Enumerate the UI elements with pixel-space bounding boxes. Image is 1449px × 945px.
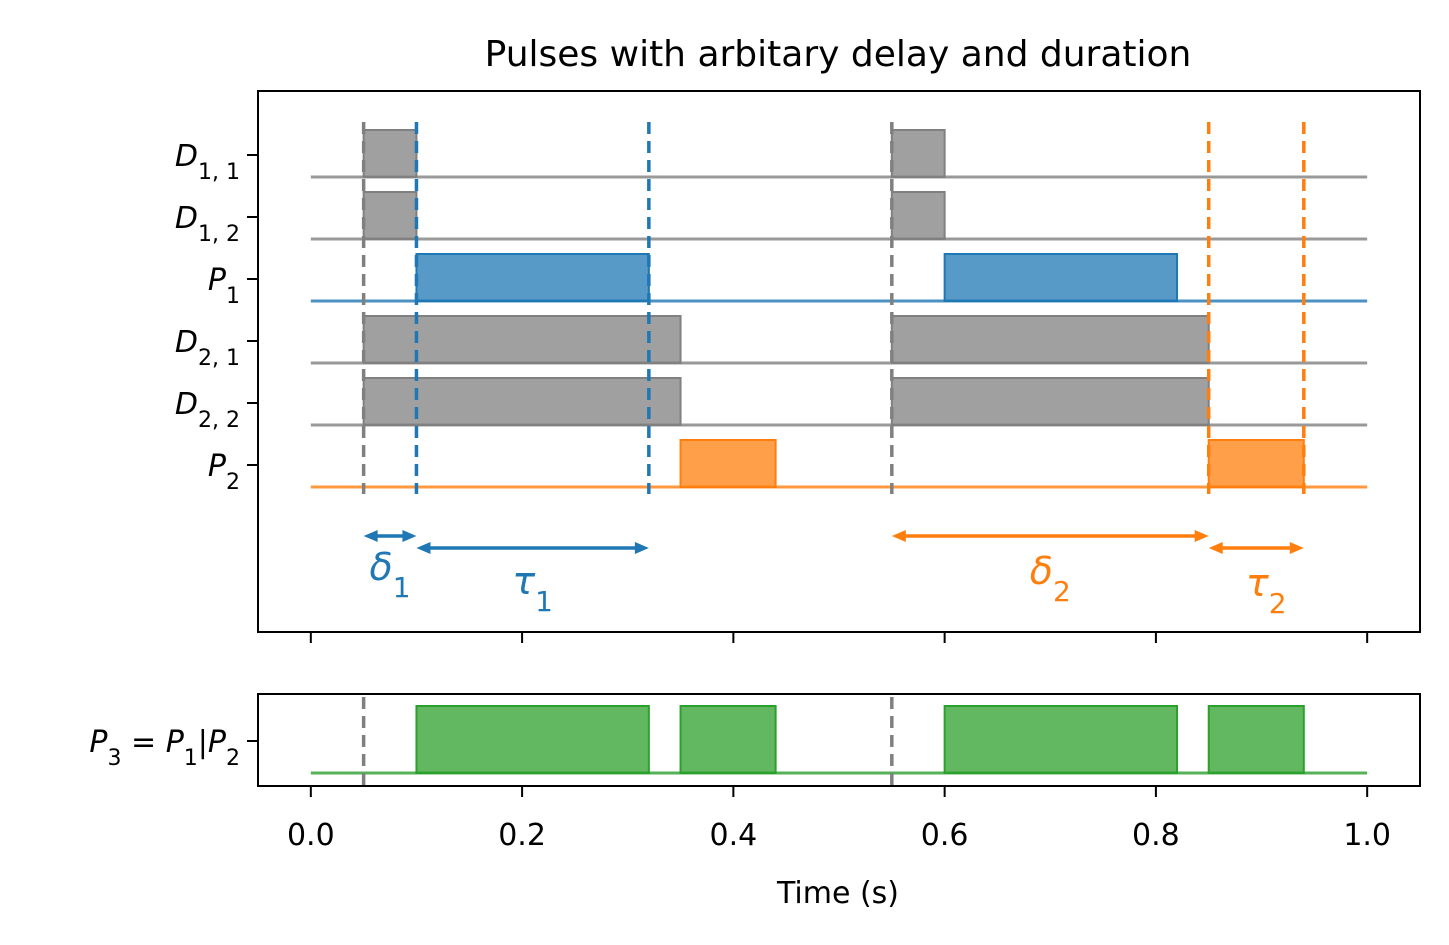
- pulse-0: [415, 253, 650, 302]
- y-tick-label: D1, 1: [175, 139, 240, 185]
- y-tick-label: D2, 2: [175, 387, 240, 433]
- pulse-2: [943, 705, 1179, 774]
- annotation-arrow-0: δ1: [363, 530, 417, 604]
- x-tick-label: 0.2: [498, 818, 546, 853]
- x-axis-label: Time (s): [776, 876, 899, 911]
- pulse-0: [679, 439, 777, 488]
- x-tick-label: 0.0: [287, 818, 335, 853]
- x-axis: 0.0 0.2 0.4 0.6 0.8 1.0: [287, 632, 1391, 853]
- x-tick-label: 1.0: [1343, 818, 1391, 853]
- pulse-1: [679, 705, 777, 774]
- pulse-1: [943, 253, 1179, 302]
- y-tick-label: P1: [208, 263, 240, 309]
- x-tick-label: 0.4: [710, 818, 758, 853]
- top-panel: D1, 1 D1, 2 P1 D2, 1 D2, 2 P2 δ1 τ1 δ2 τ2: [175, 90, 1421, 633]
- signal-row-2: [310, 253, 1368, 303]
- annotation-label: τ2: [1246, 561, 1287, 620]
- annotation-arrow-3: τ2: [1208, 542, 1304, 620]
- arrow-head-right: [402, 530, 417, 542]
- pulse-0: [362, 315, 682, 364]
- arrow-head-left: [363, 530, 378, 542]
- y-tick-label: D2, 1: [175, 325, 240, 371]
- pulse-0: [362, 377, 682, 426]
- pulse-1: [1207, 439, 1305, 488]
- x-tick-label: 0.6: [921, 818, 969, 853]
- pulse-3: [1207, 705, 1305, 774]
- pulse-1: [890, 129, 946, 178]
- pulse-1: [890, 315, 1210, 364]
- x-tick-label: 0.8: [1132, 818, 1180, 853]
- arrow-head-right: [1194, 530, 1209, 542]
- annotation-label: δ1: [370, 545, 411, 604]
- y-tick-label: D1, 2: [175, 201, 240, 247]
- bottom-panel-frame: [257, 693, 1421, 787]
- annotation-arrow-2: δ2: [891, 530, 1209, 608]
- arrow-head-left: [891, 530, 906, 542]
- arrow-head-right: [1289, 542, 1304, 554]
- y-tick-label: P2: [208, 449, 240, 495]
- pulse-0: [362, 129, 418, 178]
- annotation-arrow-1: τ1: [416, 542, 649, 618]
- pulse-0: [362, 191, 418, 240]
- signal-row-5: [310, 439, 1368, 489]
- signal-row-0: [310, 129, 1368, 179]
- y-tick-label: P3 = P1|P2: [89, 725, 240, 771]
- pulse-0: [415, 705, 650, 774]
- arrow-head-left: [416, 542, 431, 554]
- annotation-label: τ1: [512, 559, 553, 618]
- chart-title: Pulses with arbitary delay and duration: [485, 34, 1192, 75]
- signal-row-1: [310, 191, 1368, 241]
- arrow-head-left: [1208, 542, 1223, 554]
- annotation-label: δ2: [1030, 549, 1071, 608]
- pulse-1: [890, 191, 946, 240]
- arrow-head-right: [634, 542, 649, 554]
- bottom-panel: P3 = P1|P2: [89, 693, 1421, 787]
- top-panel-frame: [257, 90, 1421, 633]
- pulse-1: [890, 377, 1210, 426]
